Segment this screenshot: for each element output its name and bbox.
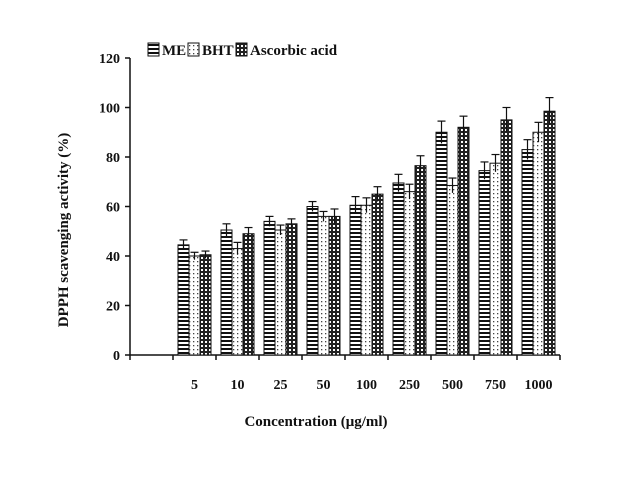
bar-me — [177, 244, 190, 356]
x-tick-label: 250 — [399, 378, 420, 393]
y-axis: 0 20 40 60 80 100 120 — [99, 52, 131, 364]
x-tick-label: 5 — [191, 378, 198, 393]
y-axis-title: DPPH scavenging activity (%) — [56, 133, 72, 328]
x-tick-label: 25 — [274, 378, 288, 393]
x-tick-label: 1000 — [525, 378, 553, 393]
bar-me — [349, 204, 362, 356]
x-tick-label: 500 — [442, 378, 463, 393]
bar-ascorbic-acid — [285, 223, 298, 356]
legend: ME BHT Ascorbic acid — [147, 42, 338, 59]
bar-bht — [188, 255, 201, 356]
y-tick-label: 100 — [99, 102, 120, 117]
bar-bht — [403, 191, 416, 356]
bar-ascorbic-acid — [371, 193, 384, 356]
y-tick-label: 20 — [106, 300, 120, 315]
bar-ascorbic-acid — [242, 233, 255, 356]
legend-swatch — [235, 42, 248, 57]
y-tick-label: 60 — [106, 201, 120, 216]
y-tick-label: 80 — [106, 151, 120, 166]
legend-label: Ascorbic acid — [250, 43, 338, 59]
x-tick-label: 10 — [231, 378, 245, 393]
bar-bht — [231, 248, 244, 356]
bar-bht — [532, 131, 545, 356]
y-tick-label: 0 — [113, 349, 120, 364]
bar-ascorbic-acid — [199, 254, 212, 356]
bar-bht — [489, 162, 502, 356]
legend-swatch — [147, 42, 160, 57]
y-tick-label: 120 — [99, 52, 120, 67]
bar-ascorbic-acid — [543, 110, 556, 356]
bar-me — [521, 149, 534, 356]
bar-bht — [446, 184, 459, 356]
y-tick-label: 40 — [106, 250, 120, 265]
bar-me — [435, 131, 448, 356]
bar-bht — [274, 229, 287, 356]
legend-label: BHT — [202, 43, 234, 59]
x-tick-label: 50 — [317, 378, 331, 393]
legend-label: ME — [162, 43, 186, 59]
bar-ascorbic-acid — [500, 119, 513, 356]
bar-bht — [317, 215, 330, 356]
bars — [177, 96, 556, 356]
bar-me — [392, 182, 405, 356]
x-axis-title: Concentration (μg/ml) — [244, 414, 387, 430]
bar-ascorbic-acid — [457, 126, 470, 356]
bar-ascorbic-acid — [328, 215, 341, 356]
bar-me — [306, 206, 319, 356]
legend-swatch — [187, 42, 200, 57]
bar-ascorbic-acid — [414, 165, 427, 356]
bar-bht — [360, 204, 373, 356]
x-tick-label: 100 — [356, 378, 377, 393]
x-axis: 5 10 25 50 100 250 500 750 1000 — [129, 354, 561, 393]
bar-me — [220, 229, 233, 356]
bar-me — [263, 220, 276, 356]
x-tick-label: 750 — [485, 378, 506, 393]
bar-me — [478, 170, 491, 356]
